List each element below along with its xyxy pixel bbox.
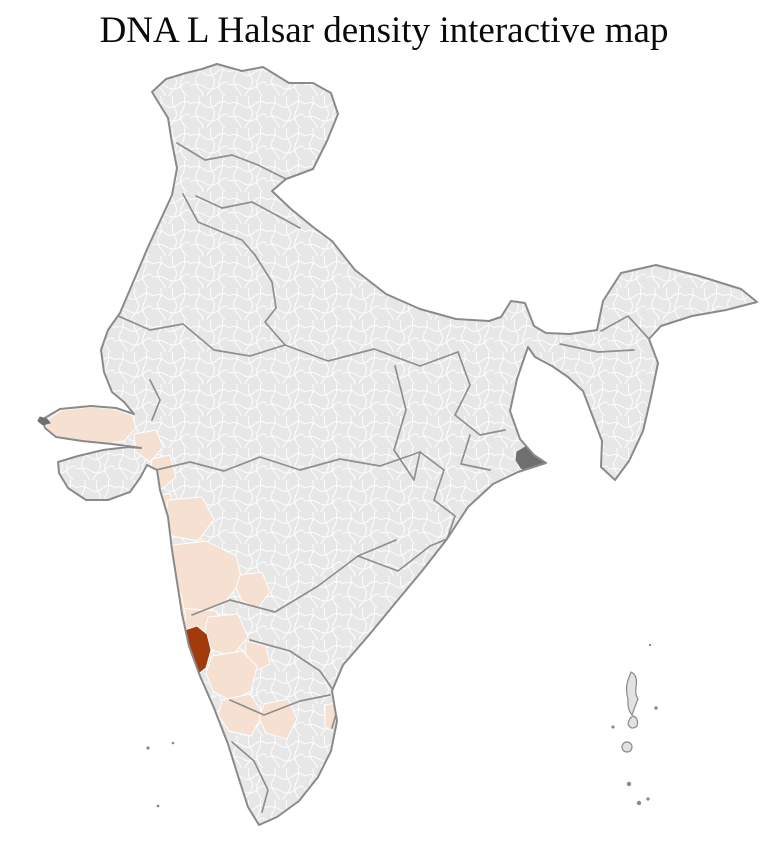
page-title: DNA L Halsar density interactive map xyxy=(99,10,669,51)
district-low-density[interactable] xyxy=(217,693,264,737)
district-low-density[interactable] xyxy=(258,698,298,740)
delta-islet xyxy=(528,476,532,480)
district-low-density[interactable] xyxy=(45,406,137,446)
kutch-islets xyxy=(37,416,51,426)
delta-islet xyxy=(520,474,524,478)
andaman-nicobar-islands[interactable] xyxy=(611,643,658,806)
india-outline xyxy=(42,63,758,826)
state-borders xyxy=(115,142,650,813)
district-low-density[interactable] xyxy=(133,429,164,463)
district-high-density[interactable] xyxy=(178,625,212,676)
lakshadweep-islands[interactable] xyxy=(146,741,175,808)
